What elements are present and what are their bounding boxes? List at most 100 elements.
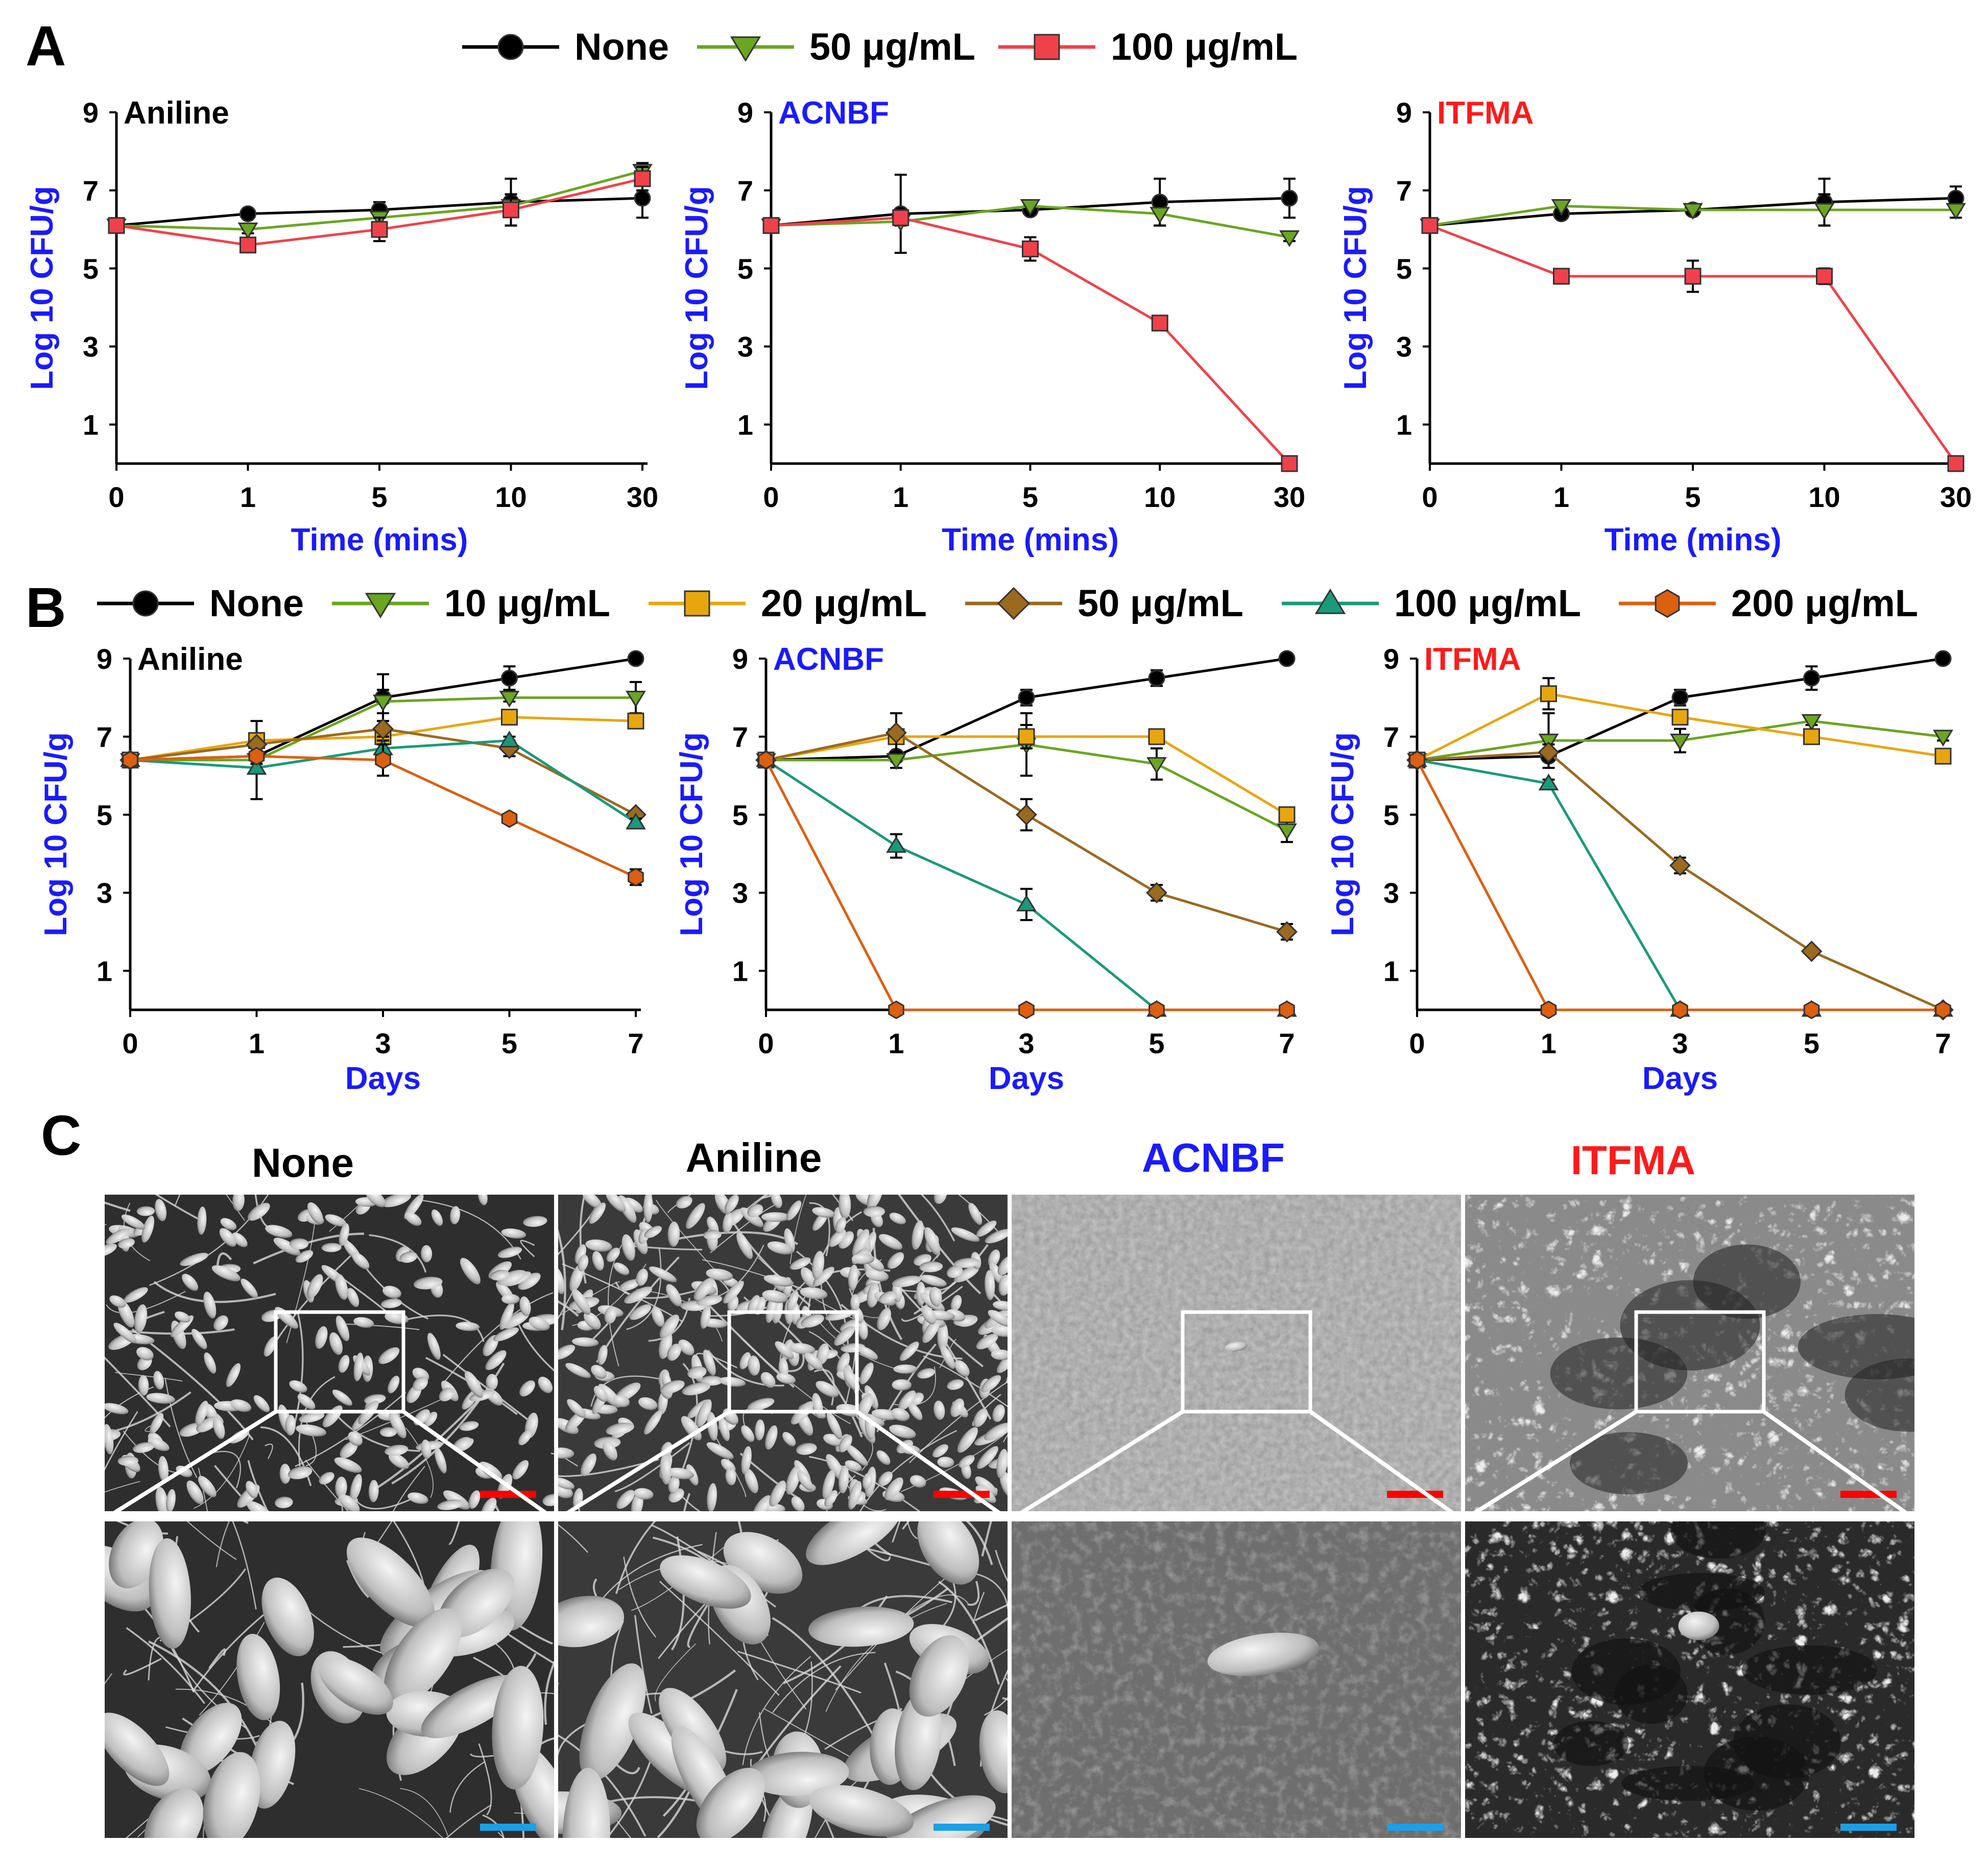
sem-image-itfma-bottom bbox=[1465, 1521, 1914, 1838]
data-point bbox=[1151, 314, 1168, 332]
y-tick-label: 7 bbox=[737, 175, 753, 207]
sem-image-acnbf-bottom bbox=[1012, 1521, 1461, 1838]
data-point bbox=[1684, 268, 1702, 285]
series-3 bbox=[119, 718, 646, 826]
legend-label: 100 μg/mL bbox=[1111, 26, 1298, 68]
y-tick-label: 3 bbox=[1396, 331, 1412, 363]
chart-title: ITFMA bbox=[1437, 95, 1534, 131]
x-axis-label: Time (mins) bbox=[291, 522, 468, 558]
data-point bbox=[1553, 268, 1570, 285]
y-axis-label: Log 10 CFU/g bbox=[679, 186, 714, 390]
sem-image-acnbf-top bbox=[1012, 1195, 1461, 1511]
y-tick-label: 1 bbox=[732, 955, 748, 987]
x-tick-label: 5 bbox=[1685, 481, 1700, 513]
x-tick-label: 0 bbox=[122, 1027, 138, 1059]
y-tick-label: 5 bbox=[732, 799, 748, 831]
x-tick-label: 3 bbox=[1672, 1027, 1688, 1059]
y-tick-label: 5 bbox=[737, 253, 753, 285]
legend-marker bbox=[365, 593, 396, 619]
y-tick-label: 3 bbox=[737, 331, 753, 363]
zoom-lines bbox=[1010, 1410, 1463, 1521]
y-tick-label: 5 bbox=[1396, 253, 1412, 285]
data-point bbox=[1816, 268, 1833, 285]
data-point bbox=[1670, 734, 1690, 750]
legend-label: None bbox=[209, 582, 304, 624]
legend-label: 200 μg/mL bbox=[1731, 582, 1918, 624]
y-tick-label: 7 bbox=[83, 175, 99, 207]
data-point bbox=[1801, 940, 1823, 962]
data-point bbox=[886, 836, 906, 853]
x-tick-label: 0 bbox=[763, 481, 779, 513]
data-point bbox=[634, 170, 651, 187]
legend-item-4: 100 μg/mL bbox=[1282, 582, 1581, 624]
y-tick-label: 7 bbox=[1383, 721, 1399, 753]
scale-bar bbox=[1387, 1824, 1443, 1831]
scale-bar bbox=[1840, 1824, 1897, 1831]
y-axis-label: Log 10 CFU/g bbox=[38, 732, 74, 936]
data-point bbox=[1421, 217, 1439, 234]
data-point bbox=[1279, 230, 1300, 248]
data-point bbox=[1148, 1000, 1165, 1020]
series-5 bbox=[122, 743, 644, 887]
legend-label: 100 μg/mL bbox=[1394, 582, 1581, 624]
data-point bbox=[1281, 189, 1298, 207]
zoom-box bbox=[1634, 1310, 1766, 1414]
data-point bbox=[1018, 728, 1035, 745]
data-point bbox=[1946, 203, 1966, 220]
x-tick-label: 1 bbox=[893, 481, 908, 513]
x-tick-label: 5 bbox=[1804, 1027, 1819, 1059]
series-2 bbox=[108, 166, 651, 254]
data-point bbox=[239, 236, 256, 254]
legend-item-2: 20 μg/mL bbox=[649, 582, 927, 624]
legend-marker bbox=[1034, 34, 1060, 60]
data-point bbox=[1814, 203, 1835, 220]
x-tick-label: 0 bbox=[1422, 481, 1438, 513]
chart-a-aniline: 1 3 5 7 9 0 1 5 10 30 Time (mins) Log 10 CFU/g Anili… bbox=[25, 95, 658, 558]
data-point bbox=[628, 867, 644, 887]
data-point bbox=[375, 750, 391, 769]
data-point bbox=[627, 650, 644, 667]
zoom-box bbox=[727, 1310, 859, 1414]
data-point bbox=[499, 731, 520, 748]
data-point bbox=[1016, 804, 1037, 826]
chart-a-itfma: 1 3 5 7 9 0 1 5 10 30 Time (mins) Log 10 CFU/g ITFMA bbox=[1338, 95, 1972, 558]
panel-label-c: C bbox=[41, 1104, 81, 1167]
data-point bbox=[1803, 669, 1820, 687]
y-axis-label: Log 10 CFU/g bbox=[674, 732, 709, 936]
data-point bbox=[1020, 199, 1041, 216]
x-tick-label: 0 bbox=[758, 1027, 774, 1059]
data-point bbox=[1277, 823, 1297, 840]
zoom-lines bbox=[1464, 1410, 1916, 1521]
data-point bbox=[1934, 650, 1952, 667]
x-tick-label: 7 bbox=[1935, 1027, 1951, 1059]
data-point bbox=[1148, 669, 1165, 687]
legend-marker bbox=[684, 590, 710, 617]
y-axis-label: Log 10 CFU/g bbox=[25, 186, 60, 390]
data-point bbox=[1540, 1000, 1557, 1020]
series-line bbox=[764, 759, 1287, 1011]
scale-bar bbox=[933, 1824, 990, 1831]
y-tick-label: 5 bbox=[97, 799, 112, 831]
legend-label: 50 μg/mL bbox=[1077, 582, 1243, 624]
x-tick-label: 30 bbox=[627, 481, 658, 513]
x-tick-label: 3 bbox=[1018, 1027, 1034, 1059]
chart-a-acnbf: 1 3 5 7 9 0 1 5 10 30 Time (mins) Log 10 CFU/g ACNBF bbox=[679, 95, 1305, 558]
data-point bbox=[885, 722, 907, 744]
legend-marker bbox=[132, 590, 159, 617]
data-point bbox=[371, 221, 388, 238]
data-point bbox=[627, 712, 644, 730]
y-tick-label: 3 bbox=[1383, 877, 1399, 909]
series-3 bbox=[1406, 741, 1954, 1021]
data-point bbox=[1671, 709, 1689, 726]
y-tick-label: 1 bbox=[1383, 955, 1399, 987]
x-axis-label: Days bbox=[1642, 1061, 1718, 1096]
y-tick-label: 9 bbox=[1396, 96, 1412, 129]
legend-item-3: 50 μg/mL bbox=[965, 582, 1243, 624]
zoom-box bbox=[1181, 1310, 1312, 1414]
y-tick-label: 1 bbox=[83, 409, 99, 441]
zoom-lines bbox=[557, 1410, 1009, 1521]
x-tick-label: 30 bbox=[1940, 481, 1972, 513]
data-point bbox=[373, 694, 393, 712]
data-point bbox=[1278, 806, 1296, 823]
